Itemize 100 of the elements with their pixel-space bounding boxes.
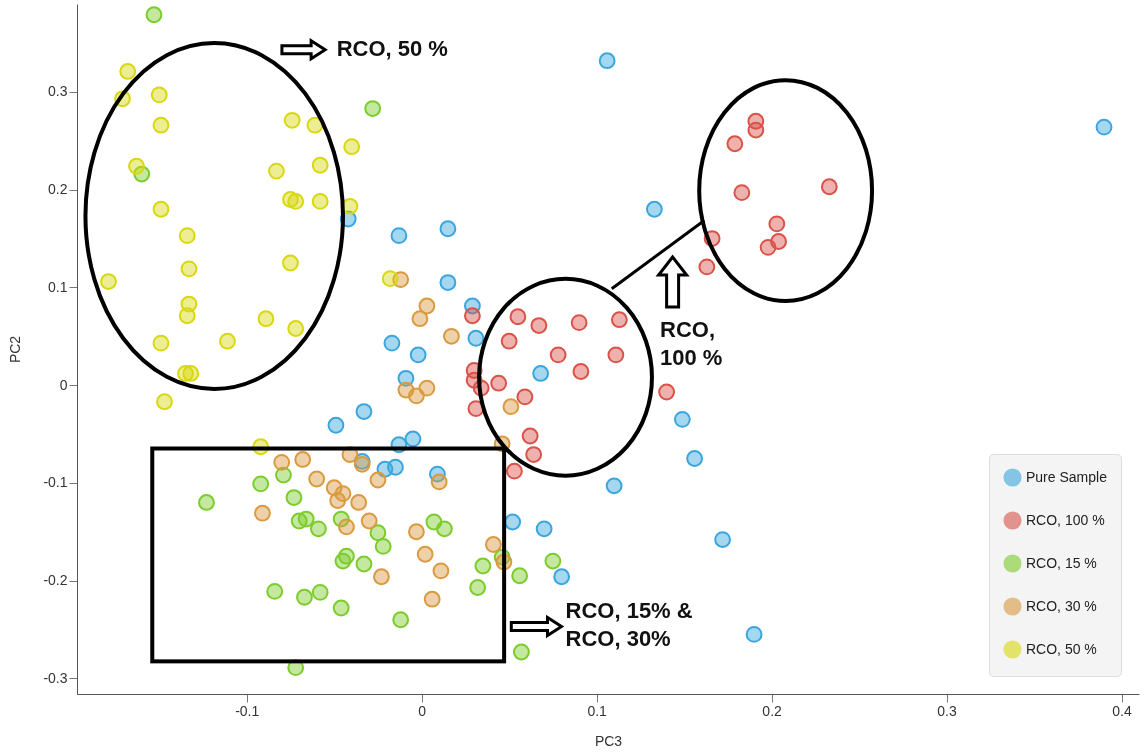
point (423, 590, 441, 608)
point (369, 471, 387, 489)
legend-label: RCO, 15 % (1026, 554, 1097, 571)
point (535, 520, 553, 538)
point (432, 562, 450, 580)
y-tick-label: 0.1 (48, 278, 68, 295)
point (747, 121, 765, 139)
point (502, 398, 520, 416)
point (408, 523, 425, 541)
point (409, 346, 427, 364)
point (490, 374, 508, 392)
point (383, 334, 401, 352)
point (373, 568, 390, 586)
point (294, 451, 312, 468)
point (355, 555, 373, 573)
x-tick-label: 0.3 (937, 702, 957, 719)
point (430, 473, 448, 491)
point (390, 227, 408, 245)
point (145, 6, 163, 24)
point (1095, 118, 1113, 136)
point (469, 579, 487, 596)
y-axis-title: PC2 (7, 335, 24, 364)
point (297, 510, 315, 528)
point (252, 475, 270, 493)
point (768, 215, 786, 233)
point (500, 332, 518, 350)
point (505, 462, 523, 480)
point (311, 156, 329, 174)
point (553, 568, 571, 586)
point (156, 393, 173, 411)
point (439, 220, 457, 238)
point (572, 363, 590, 380)
x-axis-title: PC3 (594, 732, 623, 749)
point (418, 297, 436, 315)
point (350, 494, 368, 511)
point (355, 403, 373, 420)
point (268, 162, 285, 180)
point (658, 383, 676, 401)
point (439, 274, 457, 291)
point (374, 538, 392, 555)
point (343, 138, 361, 156)
point (484, 536, 502, 553)
point (726, 135, 744, 153)
y-tick-label: -0.2 (43, 572, 68, 589)
point (686, 450, 704, 467)
point (392, 611, 410, 629)
annotation: RCO, 15% & RCO, 30% (565, 598, 693, 652)
legend-label: RCO, 100 % (1026, 511, 1105, 528)
y-tick-label: 0.3 (48, 83, 68, 100)
point (296, 588, 313, 606)
point (266, 582, 284, 600)
point (360, 512, 378, 530)
point (334, 552, 352, 570)
y-tick-label: -0.1 (43, 474, 68, 491)
point (467, 329, 485, 347)
point (152, 116, 170, 134)
point (404, 430, 422, 448)
point (411, 310, 429, 328)
point (178, 307, 196, 325)
x-tick-label: -0.1 (235, 702, 260, 719)
point (610, 311, 628, 329)
point (714, 531, 732, 548)
point (287, 193, 305, 210)
legend-label: RCO, 30 % (1026, 597, 1097, 614)
point (287, 320, 305, 337)
point (530, 317, 548, 334)
point (605, 477, 623, 495)
annotation: RCO, 100 % (660, 316, 723, 370)
point (180, 260, 198, 278)
point (544, 552, 562, 570)
point (463, 307, 481, 325)
x-tick-label: 0.2 (762, 702, 783, 719)
point (282, 254, 299, 272)
y-tick-label: 0.2 (48, 181, 68, 198)
point (254, 504, 271, 522)
point (416, 545, 434, 563)
point (152, 200, 170, 218)
point (338, 518, 355, 536)
point (311, 193, 329, 210)
point (474, 557, 492, 575)
point (308, 470, 326, 488)
annotation: RCO, 50 % (336, 35, 448, 61)
point (150, 86, 168, 104)
point (219, 332, 236, 350)
x-tick-label: 0.4 (1112, 702, 1132, 719)
point (152, 334, 170, 352)
point (525, 446, 543, 463)
point (182, 365, 200, 382)
point (745, 625, 763, 643)
point (511, 567, 529, 585)
point (759, 238, 777, 256)
point (128, 157, 145, 175)
point (598, 52, 616, 70)
point (698, 258, 716, 276)
point (329, 492, 347, 509)
point (283, 111, 301, 129)
point (436, 520, 453, 538)
point (645, 200, 663, 218)
point (311, 583, 329, 601)
point (257, 310, 275, 328)
